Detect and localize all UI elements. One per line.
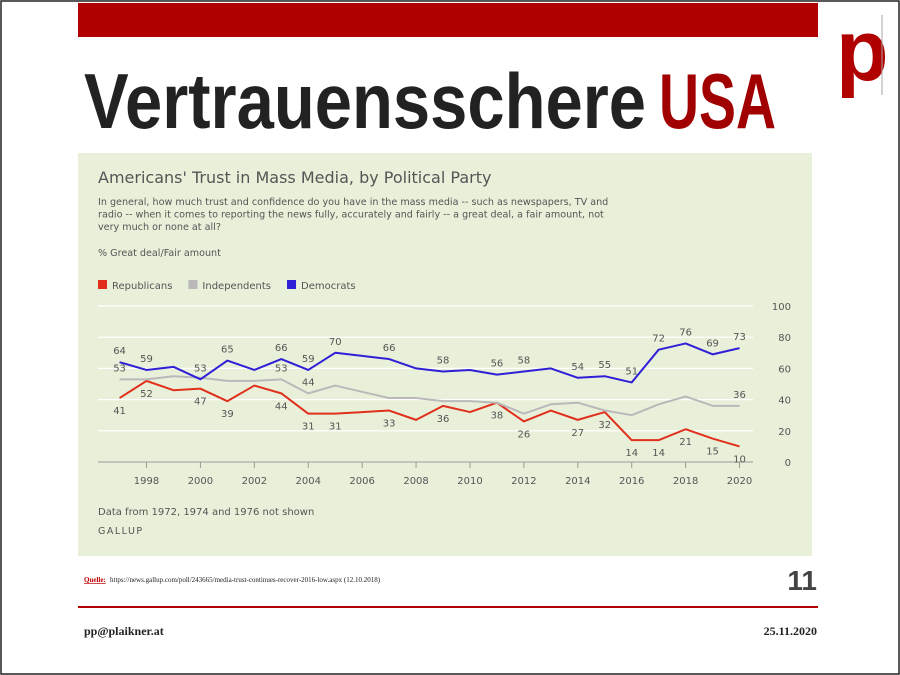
legend-swatch <box>287 280 297 289</box>
data-label: 44 <box>275 401 288 412</box>
x-tick-label: 2020 <box>727 476 752 487</box>
y-tick-label: 100 <box>772 302 791 313</box>
y-tick-label: 80 <box>778 333 791 344</box>
data-label: 14 <box>625 448 638 459</box>
data-label: 31 <box>329 422 342 433</box>
data-label: 59 <box>302 354 315 365</box>
slide-title-accent: USA <box>659 57 776 145</box>
legend-swatch <box>188 280 198 289</box>
data-label: 38 <box>491 411 504 422</box>
chart-subtitle: very much or none at all? <box>98 222 221 233</box>
chart-title: Americans' Trust in Mass Media, by Polit… <box>98 168 491 187</box>
footer-email: pp@plaikner.at <box>84 624 164 638</box>
data-label: 54 <box>571 362 584 373</box>
data-label: 58 <box>437 356 450 367</box>
data-label: 65 <box>221 345 234 356</box>
data-label: 55 <box>598 360 611 371</box>
data-label: 44 <box>302 377 315 388</box>
data-label: 32 <box>598 420 611 431</box>
series-line <box>119 342 740 384</box>
data-label: 66 <box>275 343 288 354</box>
x-tick-label: 1998 <box>134 476 159 487</box>
data-label: 64 <box>113 346 126 357</box>
data-label: 41 <box>113 406 126 417</box>
data-label: 31 <box>302 422 315 433</box>
series-line <box>119 375 740 417</box>
data-label: 73 <box>733 332 746 343</box>
x-tick-label: 2012 <box>511 476 536 487</box>
series-line <box>119 379 740 448</box>
data-label: 76 <box>679 327 692 338</box>
x-tick-label: 2018 <box>673 476 698 487</box>
data-label: 36 <box>437 414 450 425</box>
source-label: Quelle: <box>84 576 106 584</box>
legend-label: Independents <box>202 281 271 292</box>
legend-label: Democrats <box>301 281 356 292</box>
x-tick-label: 2010 <box>457 476 482 487</box>
data-label: 27 <box>571 428 584 439</box>
header-bar <box>78 3 818 37</box>
logo: p <box>836 3 889 99</box>
y-axis-label: % Great deal/Fair amount <box>98 248 221 259</box>
data-label: 36 <box>733 390 746 401</box>
chart-subtitle: radio -- when it comes to reporting the … <box>98 210 604 221</box>
data-label: 51 <box>625 366 638 377</box>
data-label: 58 <box>518 356 531 367</box>
x-tick-label: 2008 <box>403 476 428 487</box>
y-tick-label: 20 <box>778 427 791 438</box>
data-label: 39 <box>221 409 234 420</box>
x-tick-label: 2002 <box>242 476 267 487</box>
data-label: 72 <box>652 334 665 345</box>
chart-note: Data from 1972, 1974 and 1976 not shown <box>98 507 314 518</box>
data-label: 26 <box>518 429 531 440</box>
data-label: 10 <box>733 454 746 465</box>
data-label: 14 <box>652 448 665 459</box>
data-label: 53 <box>194 363 207 374</box>
data-label: 33 <box>383 419 396 430</box>
chart: Americans' Trust in Mass Media, by Polit… <box>98 168 791 537</box>
data-label: 59 <box>140 354 153 365</box>
y-tick-label: 60 <box>778 364 791 375</box>
data-label: 21 <box>679 437 692 448</box>
footer-date: 25.11.2020 <box>764 624 817 638</box>
x-tick-label: 2004 <box>296 476 321 487</box>
x-tick-label: 2014 <box>565 476 590 487</box>
data-label: 53 <box>275 363 288 374</box>
chart-background <box>78 153 812 556</box>
x-tick-label: 2016 <box>619 476 644 487</box>
x-tick-label: 2000 <box>188 476 213 487</box>
x-tick-label: 2006 <box>349 476 374 487</box>
data-label: 69 <box>706 338 719 349</box>
data-label: 47 <box>194 397 207 408</box>
data-label: 53 <box>113 363 126 374</box>
legend-swatch <box>98 280 107 289</box>
source-text: https://news.gallup.com/poll/243665/medi… <box>110 576 381 584</box>
data-label: 15 <box>706 447 719 458</box>
slide-title: Vertrauensschere <box>84 57 646 145</box>
y-tick-label: 0 <box>785 458 791 469</box>
data-label: 70 <box>329 337 342 348</box>
chart-source: GALLUP <box>98 526 144 537</box>
data-label: 56 <box>491 359 504 370</box>
legend-label: Republicans <box>112 281 172 292</box>
y-tick-label: 40 <box>778 396 791 407</box>
data-label: 52 <box>140 389 153 400</box>
page-number: 11 <box>787 565 817 596</box>
chart-subtitle: In general, how much trust and confidenc… <box>98 197 608 208</box>
data-label: 66 <box>383 343 396 354</box>
